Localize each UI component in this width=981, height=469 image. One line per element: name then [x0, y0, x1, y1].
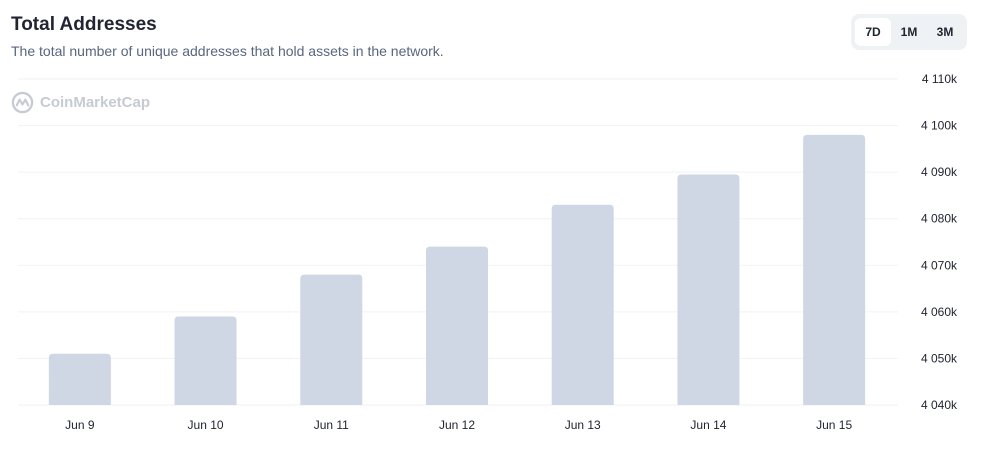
x-tick-label: Jun 10: [188, 418, 224, 432]
y-tick-label: 4 060k: [921, 305, 958, 319]
bar: [426, 246, 488, 405]
x-tick-label: Jun 12: [439, 418, 475, 432]
y-tick-label: 4 080k: [921, 212, 958, 226]
y-tick-label: 4 050k: [921, 351, 958, 365]
range-tab-7d[interactable]: 7D: [855, 18, 891, 46]
bar: [48, 353, 111, 405]
bar: [551, 204, 614, 405]
range-tab-1m[interactable]: 1M: [900, 25, 918, 39]
page-subtitle: The total number of unique addresses tha…: [11, 43, 444, 59]
x-tick-label: Jun 14: [690, 418, 726, 432]
y-tick-label: 4 040k: [921, 398, 958, 412]
watermark: CoinMarketCap: [11, 91, 150, 114]
bar: [803, 134, 866, 405]
bar: [174, 316, 237, 405]
y-tick-label: 4 100k: [921, 119, 958, 133]
bar: [300, 274, 363, 405]
y-tick-label: 4 110k: [922, 72, 958, 86]
range-tab-3m[interactable]: 3M: [936, 25, 954, 39]
y-tick-label: 4 070k: [921, 258, 958, 272]
x-tick-label: Jun 11: [314, 418, 349, 432]
page-title: Total Addresses: [11, 14, 157, 35]
coinmarketcap-logo-icon: [11, 91, 34, 114]
x-tick-label: Jun 9: [65, 418, 95, 432]
time-range-selector: 7D 1M 3M: [851, 14, 967, 50]
y-tick-label: 4 090k: [921, 165, 958, 179]
x-tick-label: Jun 13: [565, 418, 601, 432]
watermark-text: CoinMarketCap: [40, 94, 151, 111]
x-tick-label: Jun 15: [816, 418, 852, 432]
bar: [677, 174, 740, 405]
